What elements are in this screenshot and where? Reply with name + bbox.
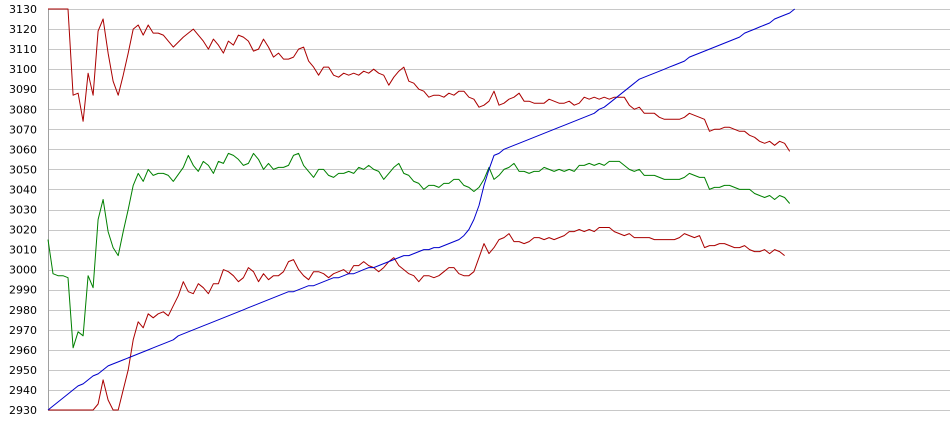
y-tick-label: 2930 <box>9 404 37 417</box>
series-line-4 <box>47 8 796 411</box>
y-tick-label: 3100 <box>9 63 37 76</box>
series-lines <box>47 8 796 411</box>
series-line-3 <box>48 227 785 411</box>
y-tick-label: 3020 <box>9 224 37 237</box>
y-tick-label: 3130 <box>9 3 37 16</box>
y-tick-label: 2970 <box>9 324 37 337</box>
y-tick-label: 3120 <box>9 23 37 36</box>
y-tick-label: 3030 <box>9 204 37 217</box>
y-tick-label: 2960 <box>9 344 37 357</box>
series-line-2 <box>47 152 791 349</box>
y-tick-label: 3090 <box>9 83 37 96</box>
y-axis-tick-labels: 2930 2940 2950 2960 2970 2980 2990 3000 3010 3020… <box>9 3 37 417</box>
y-tick-label: 3110 <box>9 43 37 56</box>
gridlines <box>48 9 950 411</box>
y-tick-label: 3050 <box>9 163 37 176</box>
y-tick-label: 2950 <box>9 364 37 377</box>
y-tick-label: 3040 <box>9 183 37 196</box>
y-tick-label: 3070 <box>9 123 37 136</box>
y-tick-label: 3060 <box>9 143 37 156</box>
y-tick-label: 3000 <box>9 264 37 277</box>
series-line-1 <box>48 8 791 152</box>
y-tick-label: 3080 <box>9 103 37 116</box>
y-tick-label: 3010 <box>9 244 37 257</box>
y-tick-label: 2990 <box>9 284 37 297</box>
y-tick-label: 2940 <box>9 384 37 397</box>
y-tick-label: 2980 <box>9 304 37 317</box>
